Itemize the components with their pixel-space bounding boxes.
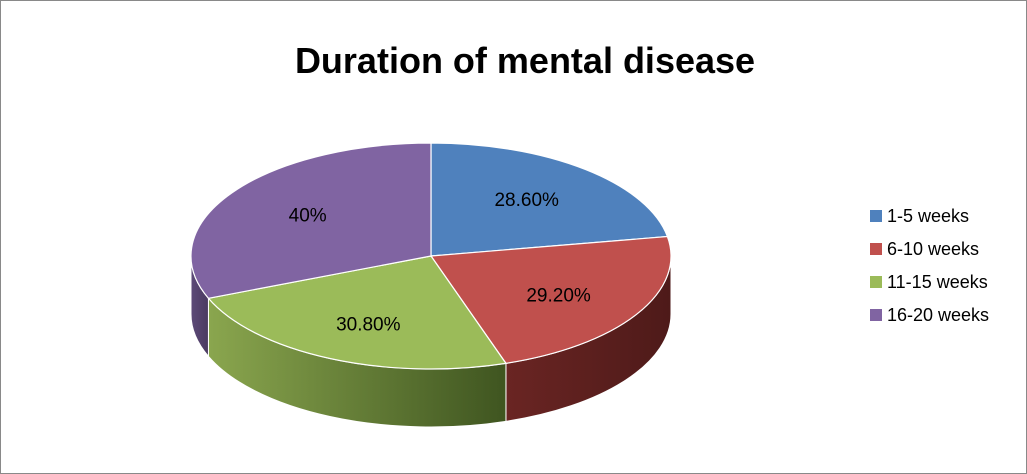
legend-label-6-10-weeks: 6-10 weeks: [887, 239, 979, 259]
legend-swatch-11-15-weeks: [870, 276, 882, 288]
data-label-1-5-weeks: 28.60%: [494, 190, 559, 211]
slice-6-10-weeks[interactable]: [429, 235, 672, 364]
slice-1-5-weeks[interactable]: [430, 142, 669, 257]
legend-label-1-5-weeks: 1-5 weeks: [887, 206, 969, 226]
data-labels: 28.60% 29.20% 30.80% 40%: [289, 190, 591, 336]
legend: 1-5 weeks 6-10 weeks 11-15 weeks 16-20 week…: [870, 206, 989, 325]
legend-swatch-1-5-weeks: [870, 210, 882, 222]
legend-swatch-16-20-weeks: [870, 309, 882, 321]
slice-16-20-weeks[interactable]: [190, 142, 432, 299]
pie-slices: [190, 142, 672, 370]
legend-swatch-6-10-weeks: [870, 243, 882, 255]
legend-label-16-20-weeks: 16-20 weeks: [887, 305, 989, 325]
legend-label-11-15-weeks: 11-15 weeks: [887, 272, 988, 292]
data-label-11-15-weeks: 30.80%: [336, 315, 401, 336]
data-label-6-10-weeks: 29.20%: [526, 285, 591, 306]
chart-title: Duration of mental disease: [295, 40, 755, 81]
data-label-16-20-weeks: 40%: [289, 205, 327, 226]
